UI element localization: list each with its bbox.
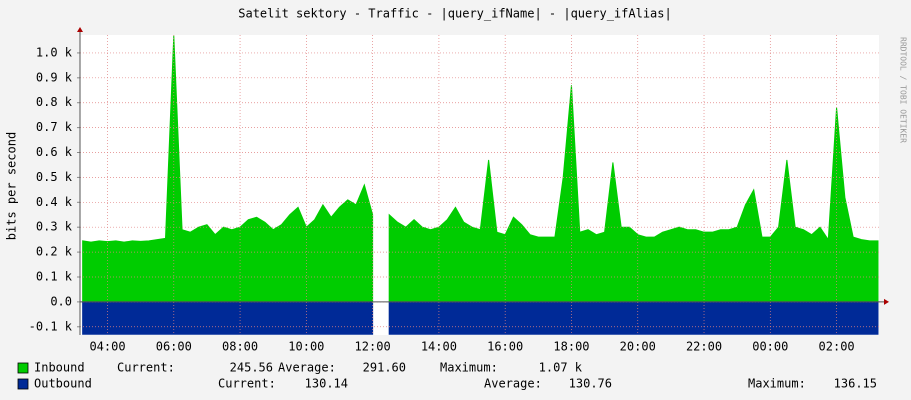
y-tick-label: 0.2 k bbox=[36, 245, 73, 259]
legend-stat-label: Maximum: bbox=[748, 377, 806, 391]
x-tick-label: 04:00 bbox=[89, 340, 125, 354]
legend-stat-label: Maximum: bbox=[440, 361, 498, 375]
legend-stat-value: 130.14 bbox=[305, 377, 348, 391]
x-tick-label: 08:00 bbox=[222, 340, 258, 354]
x-tick-label: 12:00 bbox=[355, 340, 391, 354]
y-tick-label: 0.6 k bbox=[36, 145, 73, 159]
y-tick-label: 0.0 bbox=[50, 294, 72, 308]
legend-stat-label: Current: bbox=[117, 361, 175, 375]
axis-arrow bbox=[884, 298, 889, 305]
legend-swatch bbox=[17, 362, 29, 374]
y-tick-label: 0.5 k bbox=[36, 170, 73, 184]
x-tick-label: 16:00 bbox=[487, 340, 523, 354]
legend-stat-value: 245.56 bbox=[230, 361, 273, 375]
x-tick-label: 22:00 bbox=[686, 340, 722, 354]
chart-title: Satelit sektory - Traffic - |query_ifNam… bbox=[238, 7, 671, 21]
area-series bbox=[82, 301, 879, 335]
y-tick-label: 0.9 k bbox=[36, 70, 73, 84]
x-tick-label: 14:00 bbox=[421, 340, 457, 354]
legend-stat-label: Average: bbox=[278, 361, 336, 375]
legend-swatch bbox=[17, 378, 29, 390]
y-tick-label: 0.1 k bbox=[36, 269, 73, 283]
x-tick-label: 06:00 bbox=[156, 340, 192, 354]
x-tick-label: 10:00 bbox=[288, 340, 324, 354]
legend-stat-value: 136.15 bbox=[834, 377, 877, 391]
legend-label: Outbound bbox=[34, 377, 92, 391]
legend-stat-value: 130.76 bbox=[569, 377, 612, 391]
watermark: RRDTOOL / TOBI OETIKER bbox=[899, 37, 908, 143]
x-tick-label: 00:00 bbox=[752, 340, 788, 354]
y-tick-label: 0.3 k bbox=[36, 220, 73, 234]
legend-stat-value: 1.07 k bbox=[539, 361, 583, 375]
y-tick-label: 0.7 k bbox=[36, 120, 73, 134]
x-tick-label: 18:00 bbox=[553, 340, 589, 354]
x-tick-label: 02:00 bbox=[819, 340, 855, 354]
legend-stat-label: Current: bbox=[218, 377, 276, 391]
y-tick-label: -0.1 k bbox=[29, 319, 73, 333]
legend-label: Inbound bbox=[34, 361, 85, 375]
y-tick-label: 0.8 k bbox=[36, 95, 73, 109]
axis-arrow bbox=[77, 27, 83, 32]
y-tick-label: 0.4 k bbox=[36, 195, 73, 209]
area-series bbox=[82, 35, 879, 303]
y-tick-label: 1.0 k bbox=[36, 45, 73, 59]
legend-stat-label: Average: bbox=[484, 377, 542, 391]
x-tick-label: 20:00 bbox=[620, 340, 656, 354]
legend-stat-value: 291.60 bbox=[363, 361, 406, 375]
y-axis-label: bits per second bbox=[5, 132, 19, 240]
